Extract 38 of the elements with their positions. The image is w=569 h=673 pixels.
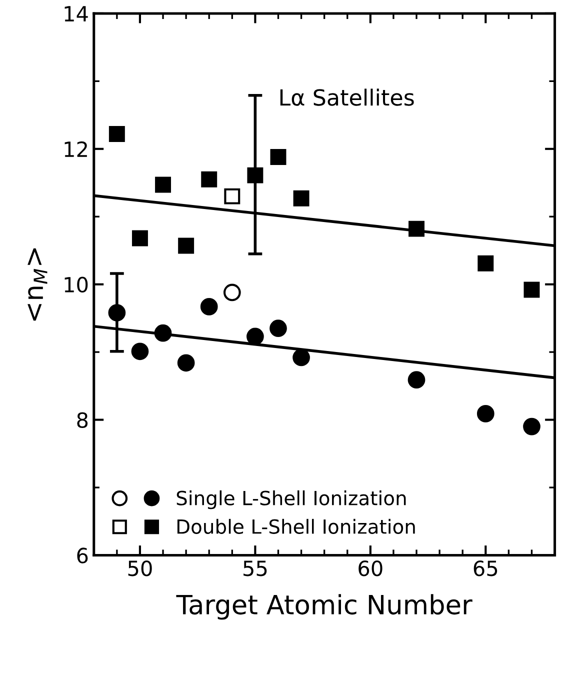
x-axis-title: Target Atomic Number — [176, 594, 472, 620]
point — [177, 354, 195, 372]
x-tick-label: 60 — [358, 560, 382, 576]
point — [108, 126, 125, 142]
point — [270, 149, 286, 166]
y-tick-label: 10 — [64, 276, 88, 293]
point — [200, 298, 218, 316]
y-tick-label: 8 — [77, 412, 88, 428]
point — [154, 324, 172, 342]
point — [131, 342, 149, 360]
point — [201, 171, 218, 188]
point — [224, 188, 240, 204]
point — [270, 320, 287, 338]
point — [523, 418, 540, 436]
legend-label: Single L-Shell Ionization — [176, 490, 406, 510]
x-tick-label: 65 — [474, 560, 498, 576]
y-tick-label: 6 — [77, 548, 88, 564]
point — [292, 348, 310, 366]
point — [223, 284, 241, 302]
point — [476, 405, 494, 422]
x-tick-label: 55 — [244, 560, 267, 576]
point — [293, 190, 310, 206]
point — [408, 220, 424, 237]
point — [247, 167, 264, 184]
point — [132, 230, 148, 246]
point — [108, 304, 126, 322]
x-tick-label: 50 — [128, 560, 152, 576]
y-tick-label: 12 — [64, 141, 87, 157]
point — [155, 176, 172, 193]
point — [408, 371, 426, 389]
point — [178, 238, 194, 254]
point — [246, 328, 264, 346]
point — [478, 255, 494, 272]
annotation: Lα Satellites — [280, 88, 414, 106]
legend-label: Double L-Shell Ionization — [177, 518, 415, 534]
y-tick-label: 14 — [64, 6, 88, 22]
y-axis-title: <n$_{M}$> — [28, 248, 48, 321]
point — [524, 282, 540, 298]
